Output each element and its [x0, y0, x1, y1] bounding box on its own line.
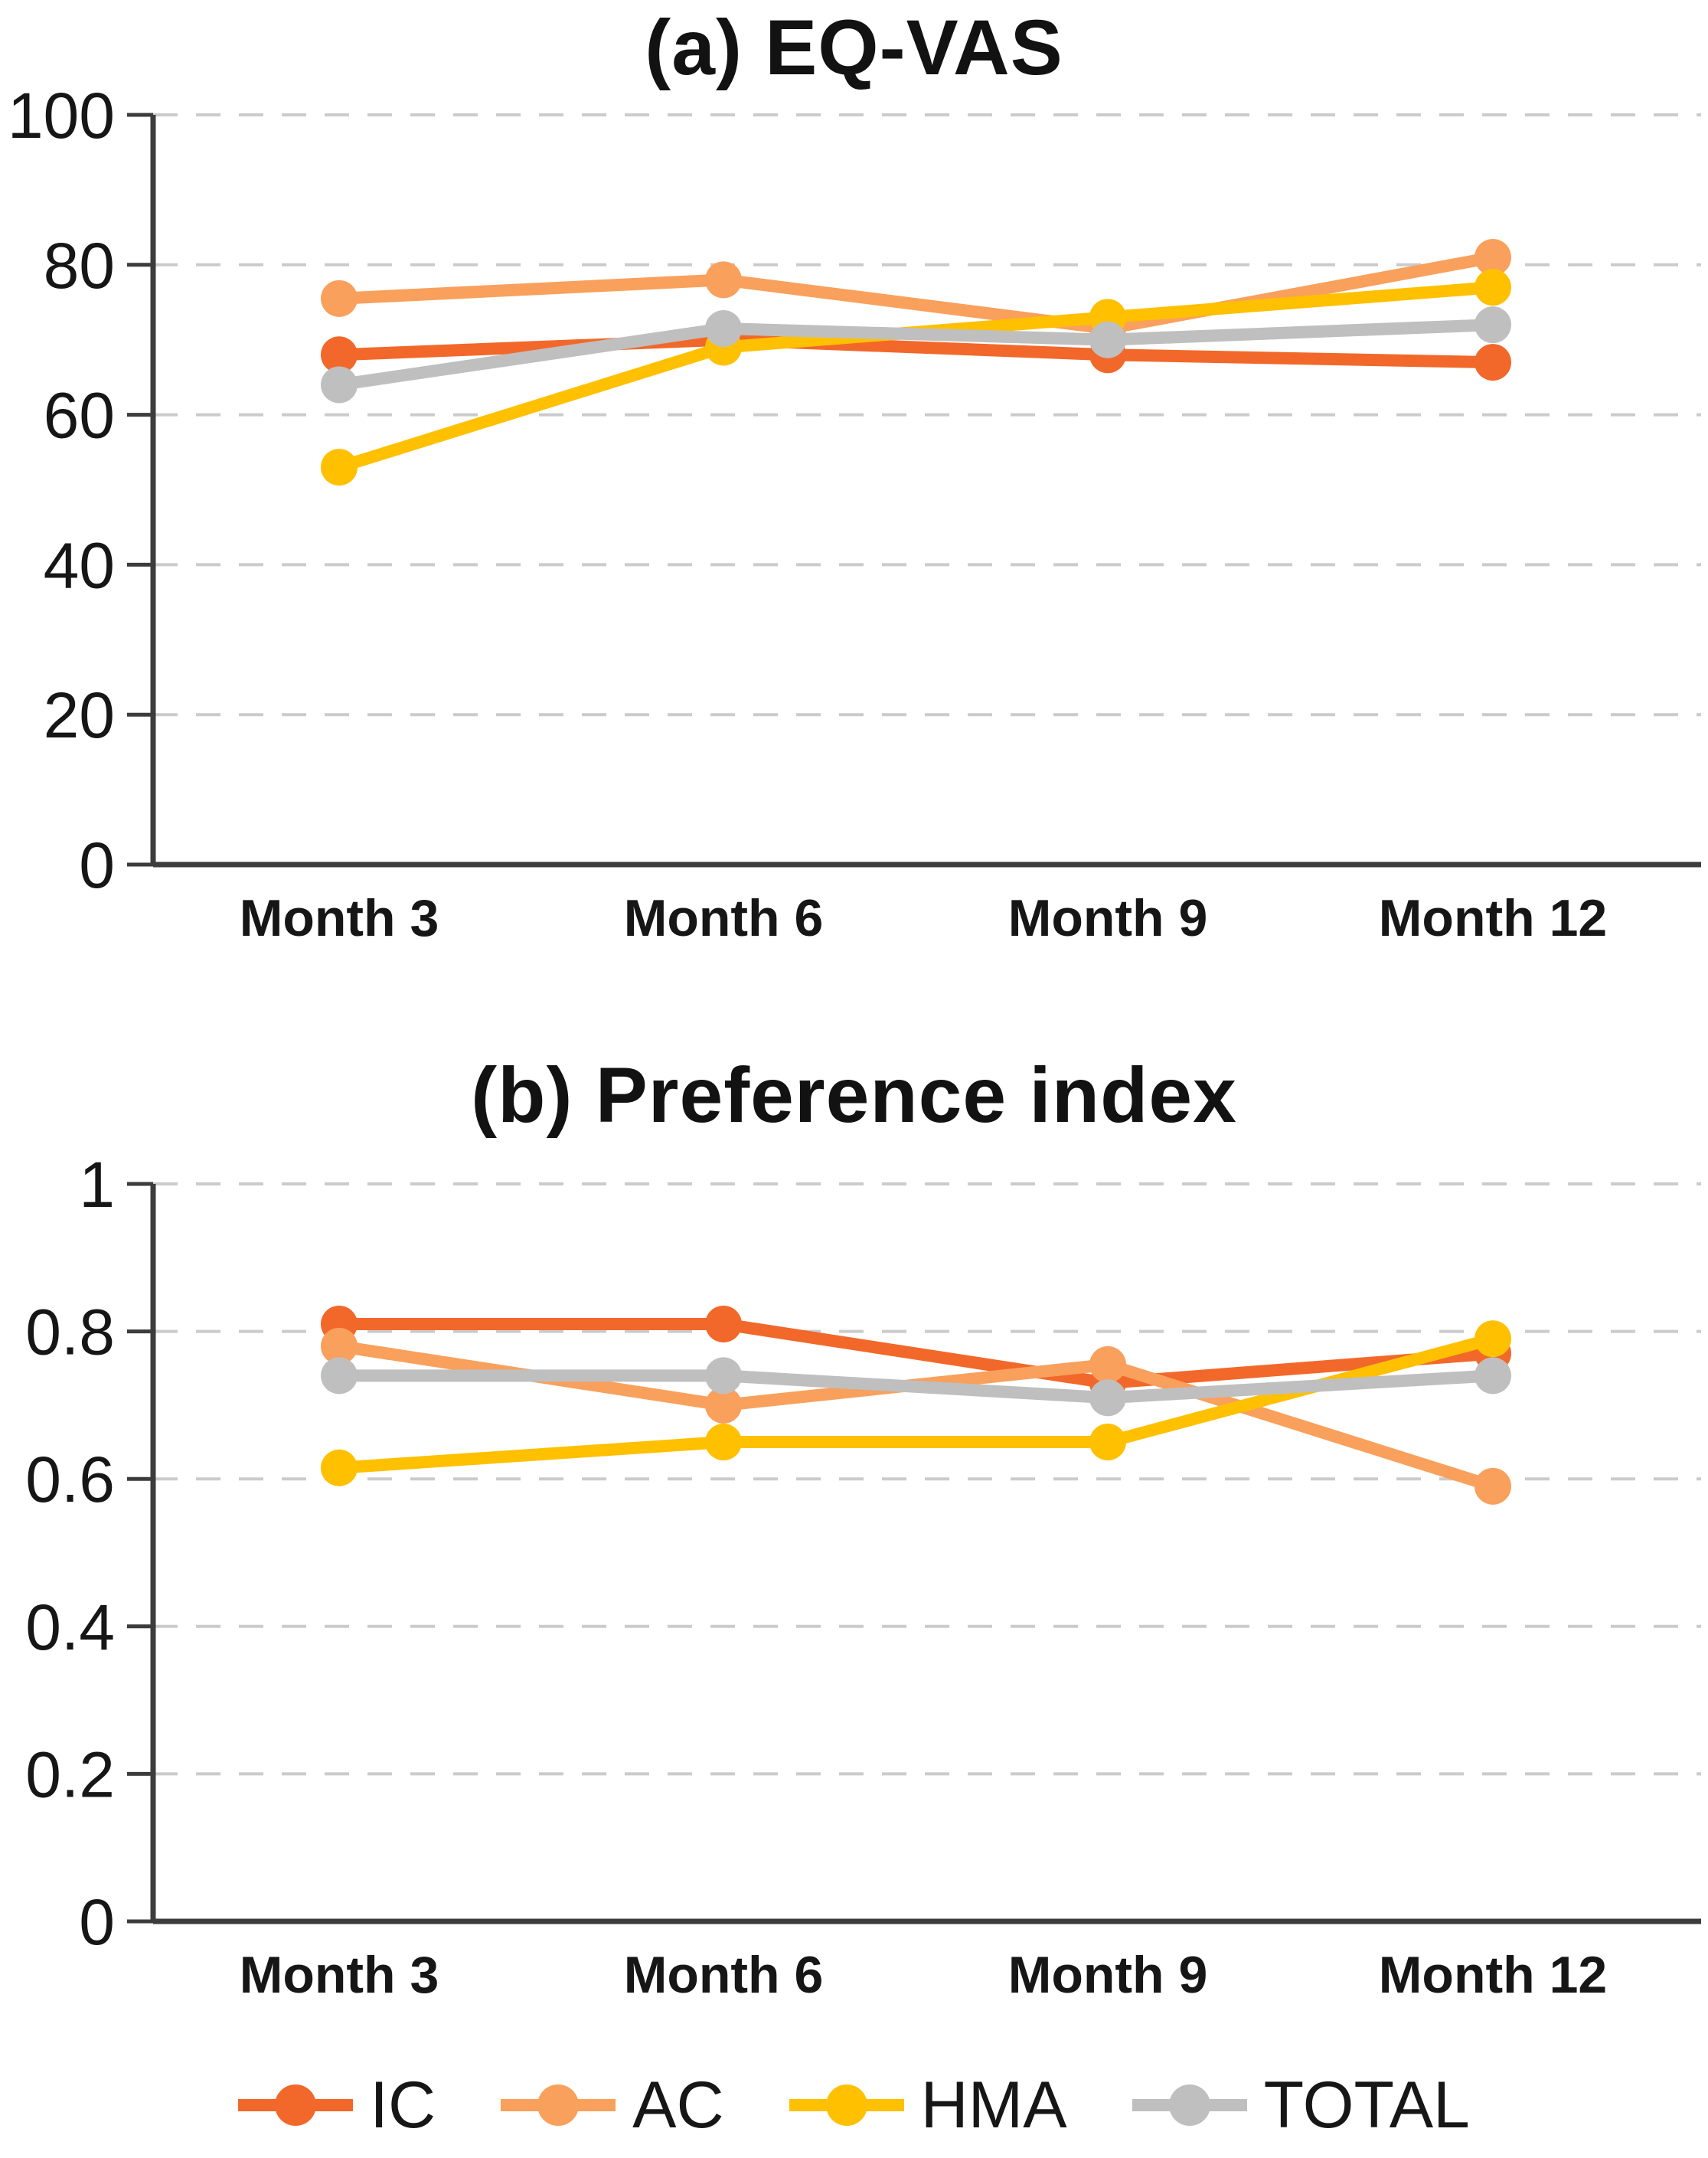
- chart-b-title: (b) Preference index: [471, 1051, 1237, 1139]
- data-point-HMA-0: [321, 1449, 358, 1486]
- x-category-label: Month 6: [624, 889, 824, 947]
- y-tick-label: 40: [44, 529, 115, 601]
- data-point-HMA-3: [1474, 1320, 1511, 1358]
- x-category-label: Month 3: [240, 1946, 439, 2004]
- data-point-AC-0: [321, 280, 358, 317]
- legend-dot: [537, 2084, 580, 2126]
- legend-label: TOTAL: [1263, 2068, 1470, 2142]
- data-point-TOTAL-0: [321, 366, 358, 404]
- data-point-AC-3: [1474, 239, 1511, 276]
- data-point-HMA-2: [1089, 1424, 1126, 1461]
- series-line-TOTAL: [333, 319, 1499, 391]
- y-tick-label: 100: [8, 80, 115, 152]
- data-point-HMA-0: [321, 449, 358, 486]
- y-tick-label: 0.4: [25, 1591, 115, 1663]
- data-point-TOTAL-3: [1474, 306, 1511, 344]
- legend-label: AC: [632, 2068, 724, 2142]
- data-point-TOTAL-1: [705, 310, 742, 348]
- legend-label: HMA: [920, 2068, 1067, 2142]
- legend: IC AC HMA TOTAL: [0, 2072, 1708, 2138]
- legend-marker-HMA-icon: [789, 2084, 904, 2126]
- y-tick-label: 80: [44, 230, 115, 302]
- data-point-AC-1: [705, 261, 742, 299]
- series-line-AC: [333, 251, 1499, 335]
- data-point-IC-0: [321, 336, 358, 374]
- x-category-label: Month 12: [1379, 1946, 1607, 2004]
- data-point-AC-0: [321, 1327, 358, 1365]
- data-point-TOTAL-0: [321, 1357, 358, 1395]
- legend-item-IC: IC: [238, 2072, 436, 2138]
- x-category-label: Month 9: [1008, 1946, 1208, 2004]
- series-line-IC: [333, 333, 1499, 369]
- legend-dot: [275, 2084, 317, 2126]
- x-category-label: Month 9: [1008, 889, 1208, 947]
- legend-marker-IC-icon: [238, 2084, 354, 2126]
- data-point-IC-1: [705, 1305, 742, 1342]
- data-point-AC-1: [705, 1386, 742, 1424]
- data-point-AC-2: [1089, 1345, 1126, 1383]
- data-point-AC-3: [1474, 1467, 1511, 1505]
- series-line-IC: [333, 1317, 1499, 1390]
- legend-item-HMA: HMA: [789, 2072, 1067, 2138]
- x-category-label: Month 3: [240, 889, 439, 947]
- x-category-label: Month 12: [1379, 889, 1607, 947]
- y-tick-label: 0: [79, 1886, 115, 1958]
- y-tick-label: 1: [79, 1149, 115, 1221]
- data-point-TOTAL-3: [1474, 1357, 1511, 1395]
- data-point-TOTAL-2: [1089, 321, 1126, 358]
- y-tick-label: 0.2: [25, 1738, 115, 1810]
- data-point-TOTAL-1: [705, 1357, 742, 1395]
- legend-label: IC: [370, 2068, 436, 2142]
- legend-item-TOTAL: TOTAL: [1132, 2072, 1470, 2138]
- y-tick-label: 20: [44, 679, 115, 751]
- legend-item-AC: AC: [501, 2068, 724, 2142]
- data-point-HMA-3: [1474, 269, 1511, 306]
- data-point-HMA-1: [705, 1424, 742, 1461]
- data-point-TOTAL-2: [1089, 1379, 1126, 1417]
- legend-marker-AC-icon: [501, 2084, 616, 2126]
- y-tick-label: 60: [44, 380, 115, 452]
- legend-dot: [825, 2084, 867, 2126]
- y-tick-label: 0.8: [25, 1296, 115, 1368]
- x-category-label: Month 6: [624, 1946, 824, 2004]
- series-line-HMA: [333, 281, 1499, 474]
- chart-a-title: (a) EQ-VAS: [645, 4, 1063, 91]
- series-line-TOTAL: [333, 1369, 1499, 1404]
- data-point-IC-3: [1474, 344, 1511, 381]
- y-tick-label: 0: [79, 829, 115, 901]
- legend-marker-TOTAL-icon: [1132, 2084, 1247, 2126]
- y-tick-label: 0.6: [25, 1444, 115, 1516]
- legend-dot: [1168, 2084, 1210, 2126]
